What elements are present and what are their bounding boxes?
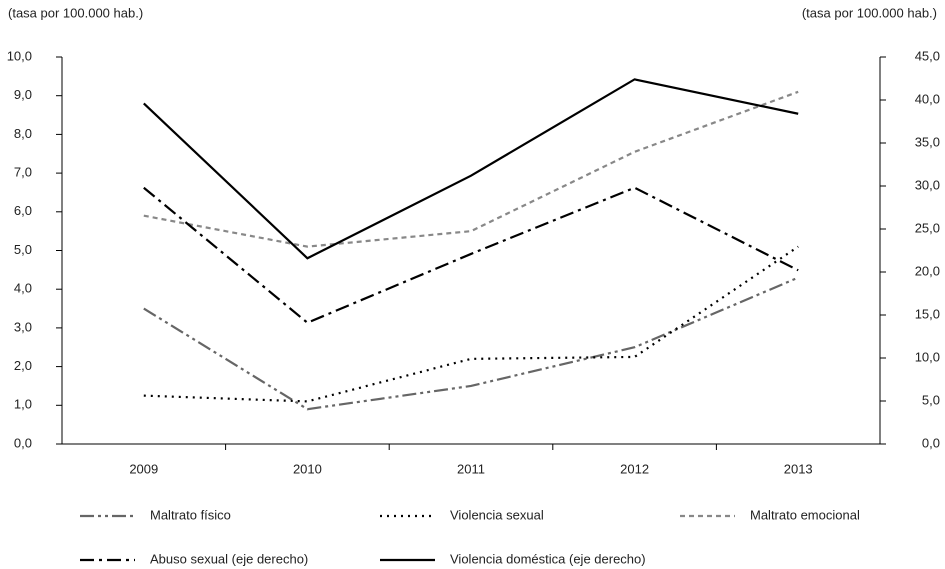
- y-tick-label: 10,0: [7, 48, 32, 63]
- x-tick-label: 2011: [457, 461, 485, 476]
- y2-tick-label: 20,0: [915, 263, 940, 278]
- legend-label: Violencia sexual: [450, 507, 544, 522]
- legend-label: Maltrato físico: [150, 507, 231, 522]
- y2-tick-label: 25,0: [915, 220, 940, 235]
- series-line: [143, 276, 799, 411]
- y2-tick-label: 45,0: [915, 48, 940, 63]
- x-tick-label: 2009: [129, 461, 158, 476]
- y-tick-label: 1,0: [14, 397, 32, 412]
- y2-tick-label: 10,0: [915, 349, 940, 364]
- y-tick-label: 8,0: [14, 126, 32, 141]
- y-tick-label: 6,0: [14, 203, 32, 218]
- y-tick-label: 0,0: [14, 435, 32, 450]
- y-axis-label: (tasa por 100.000 hab.): [8, 5, 143, 20]
- y2-tick-label: 5,0: [922, 392, 940, 407]
- y2-tick-label: 35,0: [915, 134, 940, 149]
- y2-tick-label: 40,0: [915, 91, 940, 106]
- y-tick-label: 9,0: [14, 87, 32, 102]
- x-tick-label: 2013: [784, 461, 813, 476]
- y2-tick-label: 0,0: [922, 435, 940, 450]
- y-tick-label: 4,0: [14, 281, 32, 296]
- series-line: [143, 90, 799, 248]
- x-tick-label: 2012: [620, 461, 649, 476]
- legend-label: Maltrato emocional: [750, 507, 860, 522]
- y-tick-label: 7,0: [14, 165, 32, 180]
- y-tick-label: 2,0: [14, 358, 32, 373]
- x-tick-label: 2010: [293, 461, 322, 476]
- y-tick-label: 5,0: [14, 242, 32, 257]
- y2-axis-label: (tasa por 100.000 hab.): [802, 5, 937, 20]
- y-tick-label: 3,0: [14, 319, 32, 334]
- legend-label: Abuso sexual (eje derecho): [150, 551, 308, 566]
- series-line: [143, 186, 799, 325]
- legend-label: Violencia doméstica (eje derecho): [450, 551, 646, 566]
- series-line: [143, 78, 799, 260]
- y2-tick-label: 15,0: [915, 306, 940, 321]
- y2-tick-label: 30,0: [915, 177, 940, 192]
